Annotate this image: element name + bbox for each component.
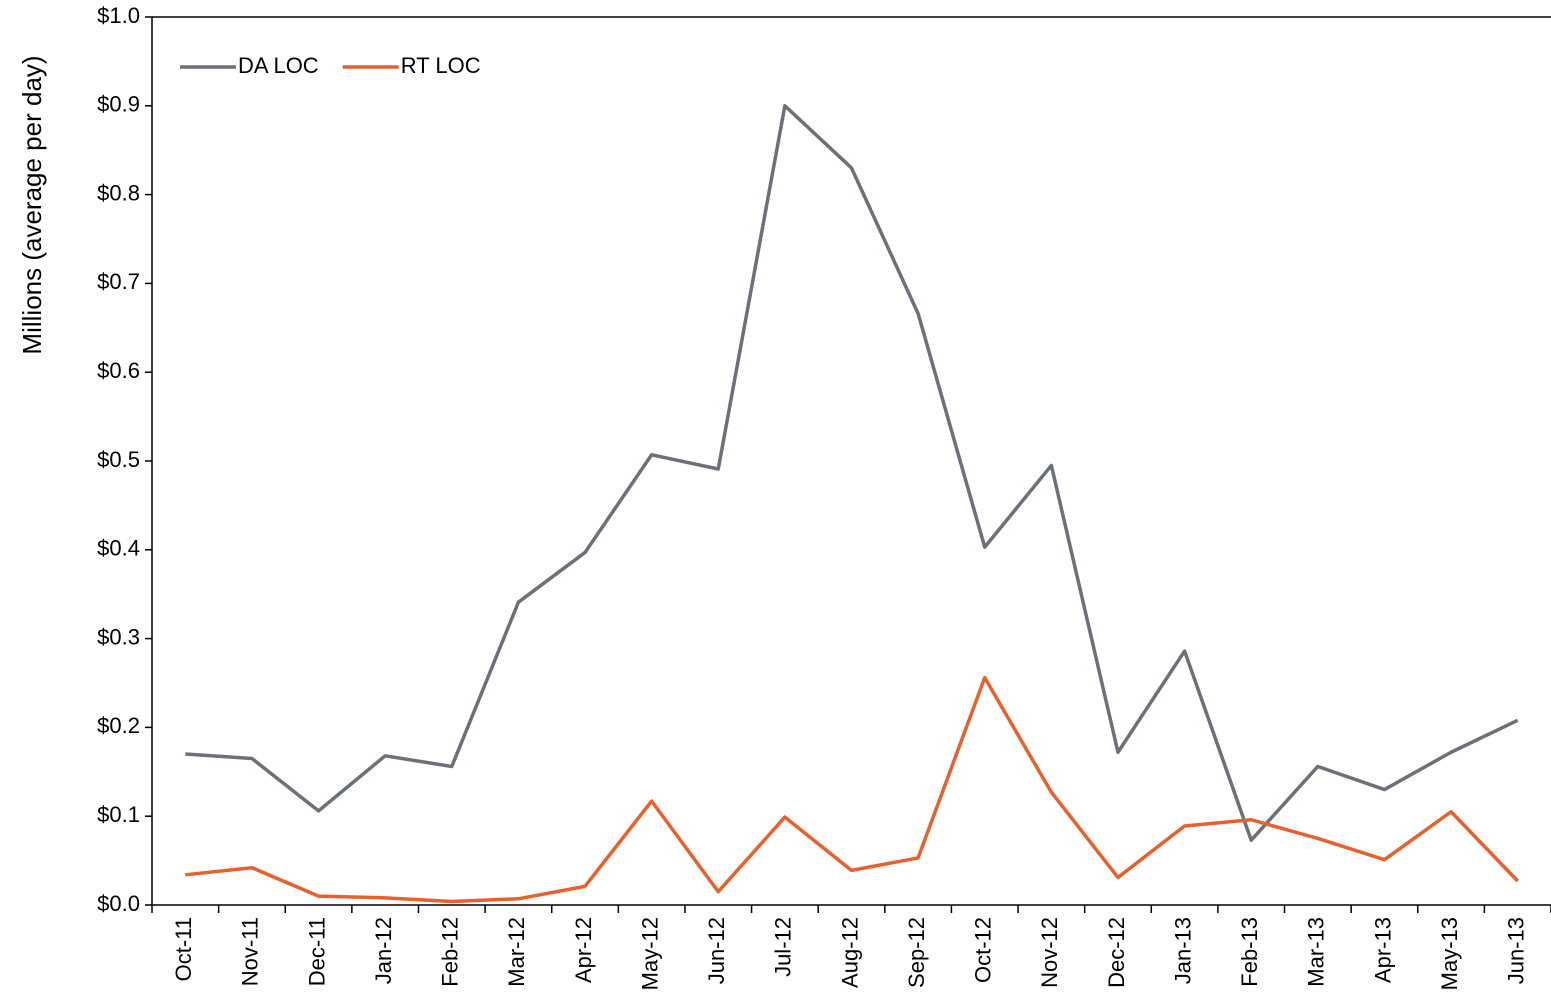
x-tick-label: Dec-11 xyxy=(304,917,329,986)
y-axis-label: Millions (average per day) xyxy=(17,55,47,354)
x-tick-label: Apr-13 xyxy=(1370,917,1395,983)
y-tick-label: $0.8 xyxy=(97,180,140,205)
x-tick-label: Apr-12 xyxy=(571,917,596,983)
x-tick-label: Feb-12 xyxy=(438,917,463,987)
line-series xyxy=(185,104,1519,842)
x-tick-label: Sep-12 xyxy=(904,917,929,988)
x-tick-label: Mar-13 xyxy=(1304,917,1329,987)
x-tick-label: Jun-12 xyxy=(704,917,729,984)
x-tick-label: Dec-12 xyxy=(1104,917,1129,988)
x-tick-label: Jan-12 xyxy=(371,917,396,984)
line-series xyxy=(185,675,1519,904)
y-tick-label: $0.9 xyxy=(97,92,140,117)
y-tick-label: $0.6 xyxy=(97,358,140,383)
x-tick-label: May-13 xyxy=(1437,917,1462,990)
x-tick-label: Oct-12 xyxy=(971,917,996,983)
x-tick-label: May-12 xyxy=(637,917,662,990)
x-tick-label: Nov-11 xyxy=(238,917,263,986)
y-tick-label: $0.0 xyxy=(97,891,140,916)
x-tick-label: Feb-13 xyxy=(1237,917,1262,987)
legend-label: DA LOC xyxy=(238,53,319,78)
x-tick-label: Mar-12 xyxy=(504,917,529,987)
y-tick-label: $0.5 xyxy=(97,447,140,472)
x-tick-label: Oct-11 xyxy=(171,917,196,981)
y-tick-label: $1.0 xyxy=(97,3,140,28)
x-tick-label: Aug-12 xyxy=(837,917,862,988)
x-tick-label: Jan-13 xyxy=(1170,917,1195,984)
y-tick-label: $0.3 xyxy=(97,624,140,649)
x-tick-label: Jun-13 xyxy=(1504,917,1529,984)
x-tick-label: Nov-12 xyxy=(1037,917,1062,988)
y-tick-label: $0.7 xyxy=(97,269,140,294)
x-tick-label: Jul-12 xyxy=(771,917,796,977)
y-tick-label: $0.4 xyxy=(97,536,140,561)
y-tick-label: $0.2 xyxy=(97,713,140,738)
legend-label: RT LOC xyxy=(401,53,481,78)
y-tick-label: $0.1 xyxy=(97,802,140,827)
